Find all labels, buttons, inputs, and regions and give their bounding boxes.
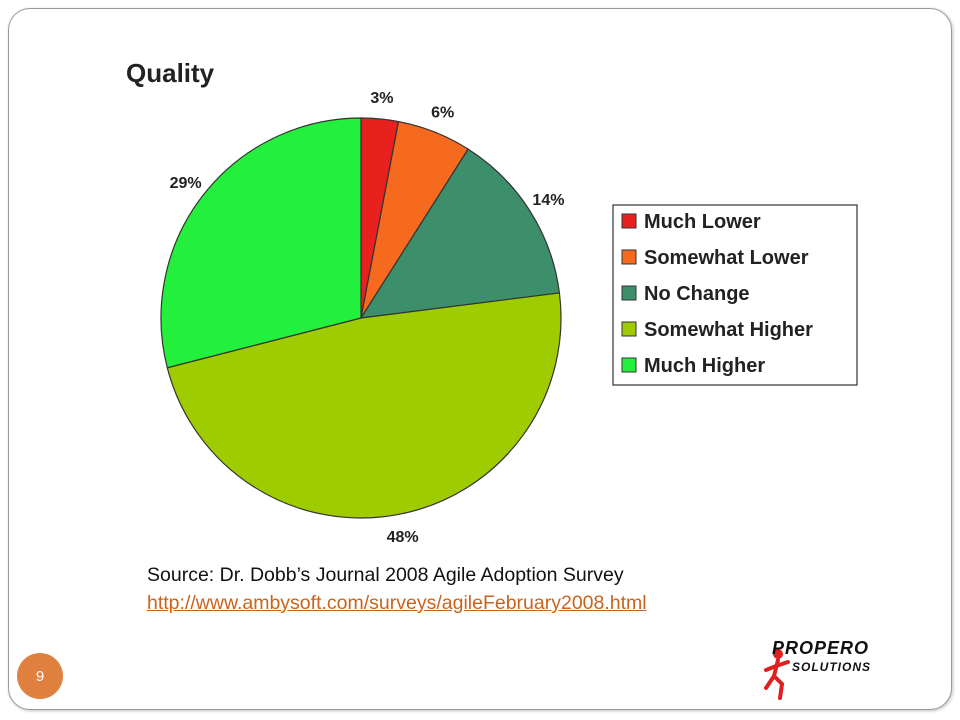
pie-slices — [160, 117, 562, 519]
legend-swatch-much-lower — [621, 213, 637, 229]
logo-text-propero: PROPERO — [772, 638, 870, 658]
data-label-much-higher: 29% — [170, 175, 202, 192]
legend-swatch-somewhat-higher — [621, 321, 637, 337]
logo-text-solutions: SOLUTIONS — [792, 660, 872, 674]
source-text: Source: Dr. Dobb’s Journal 2008 Agile Ad… — [147, 564, 624, 586]
chart-title: Quality — [126, 58, 215, 88]
legend-box — [612, 204, 858, 386]
chart-legend: Much Lower Somewhat Lower No Change Somewha… — [612, 204, 858, 386]
legend-label-somewhat-lower: Somewhat Lower — [644, 247, 809, 269]
legend-label-much-higher: Much Higher — [644, 355, 765, 377]
page-number-badge: 9 — [17, 653, 63, 699]
pie-slice-no-change — [359, 148, 561, 319]
data-label-no-change: 14% — [532, 192, 564, 209]
legend-label-somewhat-higher: Somewhat Higher — [644, 319, 813, 341]
data-label-somewhat-higher: 48% — [387, 529, 419, 546]
source-block: Source: Dr. Dobb’s Journal 2008 Agile Ad… — [147, 561, 647, 617]
legend-label-much-lower: Much Lower — [644, 211, 761, 233]
legend-swatch-much-higher — [621, 357, 637, 373]
pie-data-labels: 3% 6% 14% 48% 29% — [170, 90, 565, 546]
data-label-somewhat-lower: 6% — [431, 105, 454, 122]
propero-logo: PROPERO SOLUTIONS — [758, 636, 918, 702]
data-label-much-lower: 3% — [370, 90, 393, 107]
legend-swatch-no-change — [621, 285, 637, 301]
pie-slice-much-higher — [160, 117, 362, 369]
runner-icon — [764, 649, 790, 700]
pie-slice-somewhat-higher — [166, 292, 562, 519]
legend-label-no-change: No Change — [644, 283, 750, 305]
legend-swatch-somewhat-lower — [621, 249, 637, 265]
source-link[interactable]: http://www.ambysoft.com/surveys/agileFeb… — [147, 592, 647, 614]
